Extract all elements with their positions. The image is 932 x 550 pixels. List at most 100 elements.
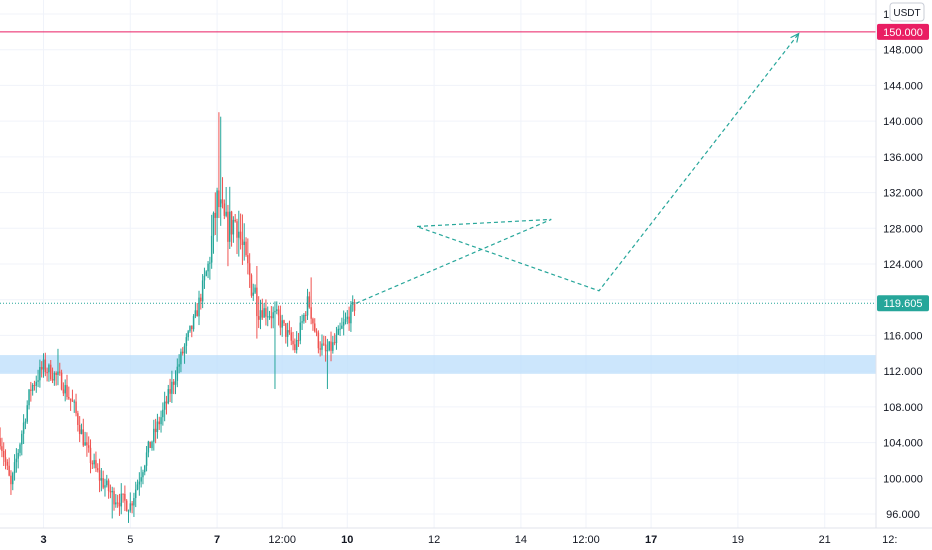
candle-body [324, 344, 327, 352]
candle-body [2, 450, 5, 458]
candle-body [13, 462, 16, 474]
time-tick-label: 10 [341, 534, 353, 546]
price-tags: 150.000 119.605 [877, 23, 929, 312]
candle-body [8, 465, 10, 476]
candle-body [68, 396, 70, 399]
candle-body [142, 472, 144, 478]
projection-arrowhead [790, 32, 800, 43]
candle-body [243, 241, 245, 246]
candle-body [328, 341, 330, 351]
candle-body [53, 372, 56, 381]
currency-badge[interactable]: USDT [889, 2, 925, 22]
candle-body [304, 314, 307, 316]
candle-body [165, 401, 168, 404]
candle-body [341, 325, 343, 329]
candle-body [216, 190, 218, 218]
time-tick-label: 17 [645, 534, 657, 546]
candle-body [167, 389, 170, 404]
candle-body [42, 359, 45, 370]
price-axis-panel[interactable] [876, 0, 932, 528]
candle-body [236, 221, 238, 238]
candle-body [303, 314, 305, 322]
candle-body [60, 372, 63, 390]
candle-body [169, 389, 171, 394]
candle-body [207, 263, 209, 272]
candle-body [59, 371, 61, 373]
price-tick-label: 124.000 [883, 259, 923, 271]
candle-body [310, 307, 312, 319]
candle-body [147, 441, 150, 453]
candle-body [49, 364, 52, 380]
candle-body [241, 239, 244, 246]
candle-body [229, 211, 231, 242]
projection-path[interactable] [355, 32, 800, 304]
candle-body [156, 421, 159, 433]
candle-body [24, 421, 27, 423]
projection-polyline[interactable] [355, 33, 800, 304]
candle-body [238, 231, 240, 238]
time-tick-label: 5 [127, 534, 133, 546]
candle-body [272, 312, 274, 319]
candle-body [158, 421, 160, 425]
candle-body [332, 342, 334, 351]
time-tick-label: 12: [882, 534, 897, 546]
candle-body [276, 309, 278, 311]
candle-body [315, 331, 318, 333]
candle-body [181, 351, 184, 354]
candle-body [200, 297, 202, 302]
price-tick-label: 112.000 [884, 366, 923, 378]
price-tick-label: 148.000 [883, 45, 923, 57]
candle-body [19, 444, 21, 453]
price-tick-label: 108.000 [883, 402, 923, 414]
candle-body [95, 460, 97, 469]
candle-body [314, 323, 316, 332]
candle-body [239, 231, 242, 240]
time-tick-label: 19 [732, 534, 744, 546]
candle-body [6, 461, 9, 466]
price-tick-label: 100.000 [883, 473, 923, 485]
candle-body [245, 241, 247, 256]
candle-body [283, 320, 285, 324]
candle-body [51, 379, 54, 381]
candle-body [98, 470, 101, 481]
candle-body [44, 359, 47, 373]
candle-body [189, 325, 191, 332]
candle-body [78, 425, 81, 434]
candle-body [218, 190, 220, 208]
time-tick-labels: 3 5 7 12:00 10 12 14 12:00 17 19 21 12: [40, 534, 897, 546]
candle-body [75, 401, 77, 414]
candle-body [180, 351, 182, 365]
candle-body [160, 417, 162, 425]
time-tick-label: 12:00 [572, 534, 600, 546]
candle-body [172, 381, 175, 385]
candle-body [183, 345, 186, 354]
price-tick-label: 132.000 [883, 188, 923, 200]
candle-body [73, 401, 75, 403]
time-axis-panel[interactable] [0, 528, 932, 550]
candle-body [102, 478, 104, 488]
candle-body [84, 442, 86, 446]
candle-body [209, 262, 211, 264]
candle-body [93, 460, 95, 465]
candle-body [292, 340, 294, 345]
candle-body [339, 328, 341, 330]
candle-body [125, 500, 128, 511]
candle-body [100, 478, 103, 481]
candle-body [176, 366, 179, 381]
candle-body [1, 446, 3, 451]
candle-body [118, 502, 121, 507]
candle-body [129, 503, 132, 511]
price-tick-label: 128.000 [883, 223, 923, 235]
candle-body [337, 328, 340, 335]
candle-body [252, 292, 255, 296]
candle-body [194, 310, 197, 317]
candle-body [203, 275, 206, 281]
candle-body [10, 475, 12, 485]
candle-body [57, 371, 59, 375]
candle-body [71, 400, 74, 402]
support-zone-rect[interactable] [0, 355, 876, 374]
candle-body [115, 502, 117, 505]
candle-body [288, 330, 291, 333]
candle-body [113, 490, 115, 505]
